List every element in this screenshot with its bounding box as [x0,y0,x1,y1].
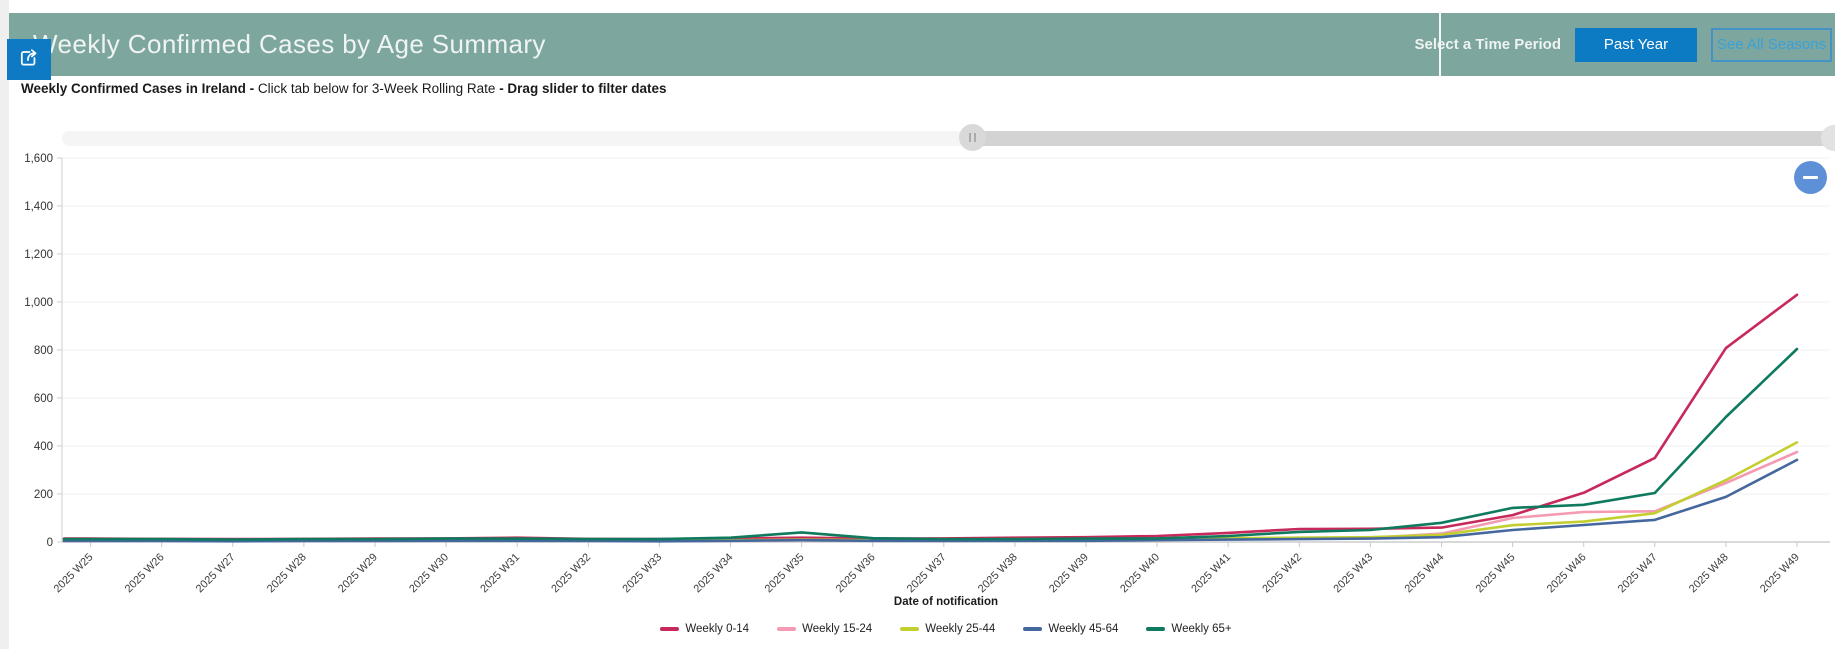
time-slider-left-handle[interactable] [959,124,986,151]
legend-label: Weekly 0-14 [685,623,750,635]
y-tick-label: 1,200 [24,249,53,261]
chart-legend: Weekly 0-14 Weekly 15-24 Weekly 25-44 Weekl… [62,623,1830,635]
x-axis-title: Date of notification [893,596,999,608]
x-tick-label: 2025 W31 [478,551,522,595]
y-tick-label: 400 [34,441,53,453]
time-period-label: Select a Time Period [1414,36,1561,53]
x-tick-label: 2025 W36 [834,551,878,595]
legend-item-weekly-15-24[interactable]: Weekly 15-24 [777,623,872,635]
x-tick-label: 2025 W35 [763,551,807,595]
legend-swatch [660,627,680,631]
series-line-weekly-0-14 [62,293,1799,541]
past-year-button[interactable]: Past Year [1575,27,1697,62]
x-tick-label: 2025 W29 [336,551,380,595]
legend-label: Weekly 45-64 [1048,623,1119,635]
legend-item-weekly-0-14[interactable]: Weekly 0-14 [660,623,749,635]
share-export-icon [17,46,41,73]
x-tick-label: 2025 W40 [1118,551,1162,595]
x-tick-label: 2025 W41 [1189,551,1233,595]
time-period-controls: Select a Time Period Past Year See All S… [1415,13,1832,76]
x-tick-label: 2025 W27 [194,551,238,595]
grip-icon [974,133,976,142]
x-tick-label: 2025 W38 [976,551,1020,595]
x-tick-label: 2025 W49 [1758,551,1802,595]
x-tick-label: 2025 W30 [407,551,451,595]
series-line-weekly-25-44 [62,441,1799,543]
legend-label: Weekly 25-44 [925,623,996,635]
legend-item-weekly-25-44[interactable]: Weekly 25-44 [900,623,995,635]
time-slider-right-handle[interactable] [1821,125,1835,151]
legend-swatch [1146,627,1166,631]
x-tick-label: 2025 W42 [1260,551,1304,595]
x-tick-label: 2025 W28 [265,551,309,595]
legend-label: Weekly 65+ [1171,623,1232,635]
y-tick-label: 1,000 [24,297,53,309]
legend-swatch [900,627,920,631]
see-all-seasons-button[interactable]: See All Seasons [1711,27,1832,62]
minus-icon [1803,176,1818,179]
x-tick-label: 2025 W47 [1616,551,1660,595]
y-tick-label: 1,600 [24,153,53,165]
header-banner: Weekly Confirmed Cases by Age Summary Se… [9,13,1835,76]
page-title: Weekly Confirmed Cases by Age Summary [33,29,546,59]
subtitle-bold-lead: Weekly Confirmed Cases in Ireland - [21,81,258,96]
y-tick-label: 200 [34,489,53,501]
legend-swatch [777,627,797,631]
x-tick-label: 2025 W34 [691,551,735,595]
x-tick-label: 2025 W43 [1331,551,1375,595]
x-tick-label: 2025 W45 [1474,551,1518,595]
x-tick-label: 2025 W33 [620,551,664,595]
legend-item-weekly-45-64[interactable]: Weekly 45-64 [1023,623,1118,635]
legend-item-weekly-65-[interactable]: Weekly 65+ [1146,623,1232,635]
subtitle-bold-tail: - Drag slider to filter dates [499,81,667,96]
y-tick-label: 600 [34,393,53,405]
x-tick-label: 2025 W44 [1402,551,1446,595]
collapse-button[interactable] [1794,161,1827,194]
x-tick-label: 2025 W32 [549,551,593,595]
x-tick-label: 2025 W37 [905,551,949,595]
legend-label: Weekly 15-24 [802,623,873,635]
share-button[interactable] [7,39,51,80]
series-line-weekly-45-64 [62,458,1799,543]
header-divider [1439,13,1441,76]
x-tick-label: 2025 W48 [1687,551,1731,595]
x-tick-label: 2025 W39 [1047,551,1091,595]
subtitle-normal: Click tab below for 3-Week Rolling Rate [257,81,500,96]
x-tick-label: 2025 W46 [1545,551,1589,595]
chart-subtitle: Weekly Confirmed Cases in Ireland - Clic… [21,81,666,96]
x-tick-label: 2025 W25 [52,551,96,595]
y-tick-label: 1,400 [24,201,53,213]
grip-icon [969,133,971,142]
time-slider-selected-range[interactable] [973,131,1835,146]
x-tick-label: 2025 W26 [123,551,167,595]
left-margin-strip [0,0,9,649]
y-tick-label: 800 [34,345,53,357]
time-slider-track[interactable] [62,131,1835,146]
series-line-weekly-65- [62,347,1799,541]
legend-swatch [1023,627,1043,631]
y-tick-label: 0 [47,537,53,549]
